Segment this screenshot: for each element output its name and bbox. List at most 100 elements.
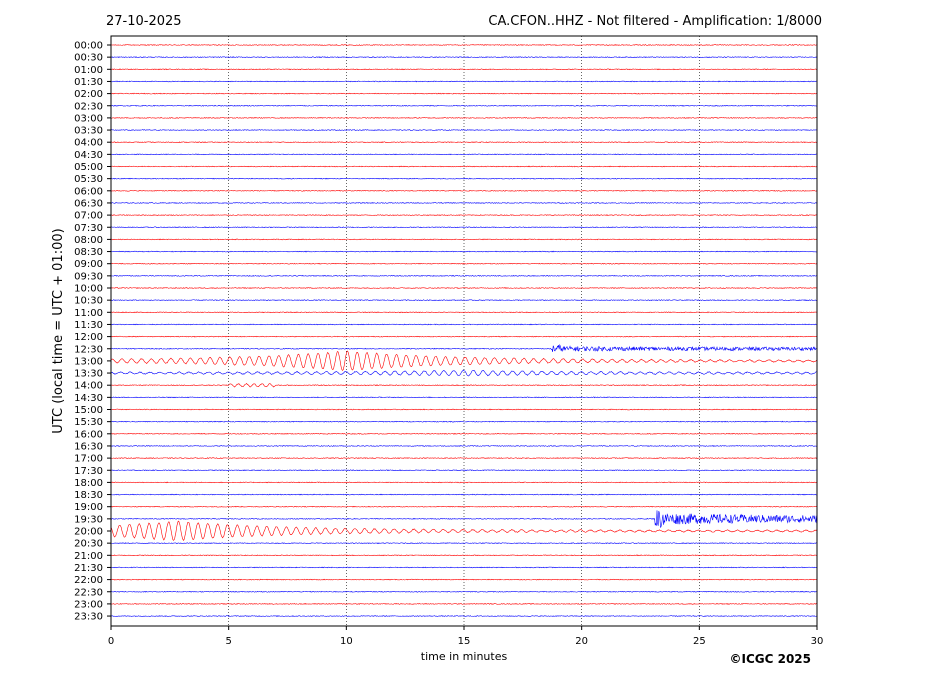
row-label-12:00: 12:00 <box>74 332 103 343</box>
x-tick-label-5: 5 <box>225 636 231 647</box>
trace-row-12:30 <box>110 343 817 352</box>
row-label-19:00: 19:00 <box>74 502 103 513</box>
trace-row-04:00 <box>110 141 817 144</box>
trace-row-01:00 <box>110 68 817 71</box>
trace-row-09:00 <box>110 262 817 265</box>
trace-row-21:30 <box>110 566 817 569</box>
trace-row-07:00 <box>110 214 817 216</box>
x-tick-label-10: 10 <box>340 636 353 647</box>
trace-row-10:30 <box>110 299 817 302</box>
trace-row-13:00 <box>110 350 817 371</box>
trace-row-23:30 <box>110 615 817 617</box>
trace-row-02:00 <box>110 92 817 95</box>
trace-row-19:30 <box>110 510 817 528</box>
trace-row-03:30 <box>110 129 817 131</box>
trace-row-20:30 <box>110 542 817 545</box>
row-label-10:00: 10:00 <box>74 284 103 295</box>
row-label-03:30: 03:30 <box>74 126 103 137</box>
row-label-21:00: 21:00 <box>74 551 103 562</box>
row-label-06:00: 06:00 <box>74 186 103 197</box>
trace-row-17:30 <box>110 469 817 472</box>
row-label-00:30: 00:30 <box>74 53 103 64</box>
trace-row-12:00 <box>110 335 817 338</box>
trace-row-05:00 <box>110 165 817 168</box>
row-label-16:30: 16:30 <box>74 441 103 452</box>
trace-row-00:30 <box>110 56 817 59</box>
row-label-05:00: 05:00 <box>74 162 103 173</box>
trace-row-16:00 <box>110 432 817 435</box>
trace-row-14:30 <box>110 396 817 399</box>
trace-row-20:00 <box>110 520 817 542</box>
row-label-02:30: 02:30 <box>74 101 103 112</box>
row-label-14:00: 14:00 <box>74 381 103 392</box>
x-axis-label: time in minutes <box>421 650 508 663</box>
row-label-13:30: 13:30 <box>74 369 103 380</box>
row-label-07:00: 07:00 <box>74 211 103 222</box>
row-label-12:30: 12:30 <box>74 344 103 355</box>
row-label-06:30: 06:30 <box>74 198 103 209</box>
trace-row-14:00 <box>110 382 817 388</box>
row-label-23:00: 23:00 <box>74 599 103 610</box>
trace-row-21:00 <box>110 554 817 557</box>
trace-row-09:30 <box>110 274 817 277</box>
row-label-18:30: 18:30 <box>74 490 103 501</box>
x-ticks: 0 5 10 15 20 25 30 <box>108 626 824 647</box>
row-label-14:30: 14:30 <box>74 393 103 404</box>
date-label: 27-10-2025 <box>106 14 182 29</box>
row-label-08:00: 08:00 <box>74 235 103 246</box>
seismic-traces <box>110 44 817 617</box>
trace-row-22:00 <box>110 578 817 581</box>
trace-row-16:30 <box>110 445 817 447</box>
row-label-16:00: 16:00 <box>74 429 103 440</box>
x-tick-label-30: 30 <box>811 636 824 647</box>
row-label-17:30: 17:30 <box>74 466 103 477</box>
trace-row-04:30 <box>110 153 817 156</box>
row-label-17:00: 17:00 <box>74 454 103 465</box>
row-label-05:30: 05:30 <box>74 174 103 185</box>
row-label-15:00: 15:00 <box>74 405 103 416</box>
trace-row-10:00 <box>110 287 817 289</box>
trace-row-18:00 <box>110 481 817 484</box>
trace-row-08:30 <box>110 250 817 253</box>
row-label-18:00: 18:00 <box>74 478 103 489</box>
trace-row-15:00 <box>110 408 817 411</box>
row-label-04:30: 04:30 <box>74 150 103 161</box>
x-tick-label-25: 25 <box>693 636 706 647</box>
trace-row-13:30 <box>110 369 817 377</box>
trace-row-02:30 <box>110 104 817 107</box>
trace-row-01:30 <box>110 80 817 83</box>
trace-row-22:30 <box>110 590 817 593</box>
trace-row-08:00 <box>110 238 817 241</box>
trace-row-19:00 <box>110 505 817 508</box>
row-label-11:30: 11:30 <box>74 320 103 331</box>
row-label-03:00: 03:00 <box>74 113 103 124</box>
row-label-04:00: 04:00 <box>74 138 103 149</box>
trace-row-06:30 <box>110 202 817 204</box>
row-label-22:00: 22:00 <box>74 575 103 586</box>
row-label-01:30: 01:30 <box>74 77 103 88</box>
row-label-08:30: 08:30 <box>74 247 103 258</box>
row-label-10:30: 10:30 <box>74 296 103 307</box>
y-axis-label: UTC (local time = UTC + 01:00) <box>51 228 66 433</box>
copyright-label: ©ICGC 2025 <box>729 652 811 666</box>
trace-row-07:30 <box>110 226 817 229</box>
trace-row-03:00 <box>110 117 817 119</box>
row-label-09:30: 09:30 <box>74 271 103 282</box>
x-tick-label-20: 20 <box>575 636 588 647</box>
x-tick-label-0: 0 <box>108 636 114 647</box>
chart-title: CA.CFON..HHZ - Not filtered - Amplificat… <box>488 14 822 29</box>
row-label-21:30: 21:30 <box>74 563 103 574</box>
row-label-23:30: 23:30 <box>74 612 103 623</box>
trace-row-06:00 <box>110 189 817 192</box>
row-label-02:00: 02:00 <box>74 89 103 100</box>
trace-row-11:00 <box>110 311 817 314</box>
trace-row-05:30 <box>110 177 817 180</box>
trace-row-17:00 <box>110 457 817 459</box>
grid-lines <box>228 36 700 626</box>
row-label-20:30: 20:30 <box>74 539 103 550</box>
row-label-00:00: 00:00 <box>74 41 103 52</box>
trace-row-00:00 <box>110 44 817 46</box>
x-tick-label-15: 15 <box>458 636 471 647</box>
